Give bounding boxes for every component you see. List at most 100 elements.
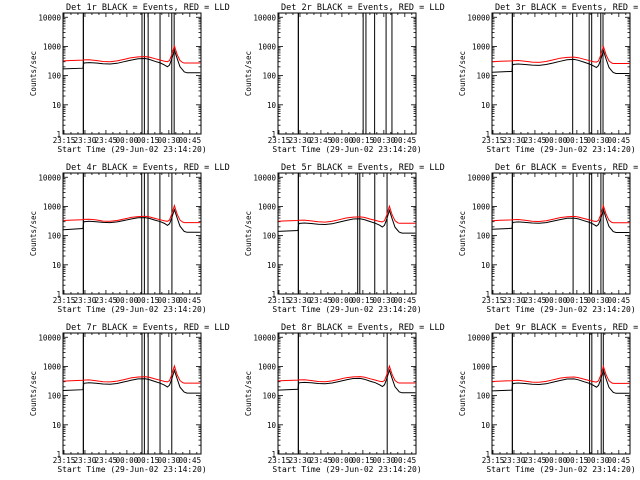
plot-frame bbox=[62, 172, 202, 295]
x-tick-label: 23:15 bbox=[268, 296, 291, 305]
y-tick-label: 100 bbox=[476, 232, 490, 241]
x-tick-label: 23:45 bbox=[95, 296, 118, 305]
x-tick-label: 00:15 bbox=[352, 456, 375, 465]
y-tick-label: 10000 bbox=[467, 173, 490, 182]
y-axis-label: Counts/sec bbox=[29, 211, 38, 256]
x-tick-label: 23:45 bbox=[524, 136, 547, 145]
plot-frame bbox=[277, 332, 417, 455]
y-axis-label: Counts/sec bbox=[244, 211, 253, 256]
y-tick-label: 100 bbox=[47, 232, 61, 241]
x-tick-label: 00:15 bbox=[137, 456, 160, 465]
series-events-line bbox=[278, 368, 416, 394]
plot-frame bbox=[491, 332, 631, 455]
x-tick-label: 00:30 bbox=[587, 136, 610, 145]
x-axis-label: Start Time (29-Jun-02 23:14:20) bbox=[486, 145, 635, 154]
panel-title: Det 3r BLACK = Events, RED = LLD bbox=[495, 3, 640, 13]
panel-title: Det 8r BLACK = Events, RED = LLD bbox=[281, 323, 445, 333]
x-tick-label: 23:15 bbox=[482, 456, 505, 465]
x-tick-label: 00:00 bbox=[116, 296, 139, 305]
x-tick-label: 00:45 bbox=[179, 136, 202, 145]
x-tick-label: 23:15 bbox=[482, 296, 505, 305]
x-tick-label: 00:30 bbox=[373, 296, 396, 305]
x-tick-label: 23:45 bbox=[310, 456, 333, 465]
x-tick-label: 23:30 bbox=[289, 136, 312, 145]
y-tick-label: 10 bbox=[52, 101, 62, 110]
plot-frame bbox=[277, 172, 417, 295]
x-tick-label: 00:30 bbox=[158, 296, 181, 305]
y-axis-label: Counts/sec bbox=[458, 51, 467, 96]
x-tick-label: 23:15 bbox=[482, 136, 505, 145]
detector-panel-1: Det 1r BLACK = Events, RED = LLD10000100… bbox=[29, 3, 230, 154]
panel-title: Det 7r BLACK = Events, RED = LLD bbox=[66, 323, 230, 333]
y-tick-label: 1 bbox=[485, 290, 490, 299]
y-tick-label: 1 bbox=[271, 130, 276, 139]
y-tick-label: 1000 bbox=[43, 42, 62, 51]
y-tick-label: 1 bbox=[56, 450, 61, 459]
series-events-line bbox=[63, 48, 201, 74]
x-tick-label: 23:15 bbox=[53, 136, 76, 145]
x-tick-label: 00:00 bbox=[116, 456, 139, 465]
detector-panel-8: Det 8r BLACK = Events, RED = LLD 10000 100… bbox=[244, 323, 445, 474]
y-axis-label: Counts/sec bbox=[458, 371, 467, 416]
y-axis-label: Counts/sec bbox=[29, 371, 38, 416]
x-tick-label: 00:30 bbox=[158, 456, 181, 465]
x-tick-label: 00:15 bbox=[352, 136, 375, 145]
x-tick-label: 00:30 bbox=[373, 456, 396, 465]
y-tick-label: 10 bbox=[52, 261, 62, 270]
y-tick-label: 10 bbox=[481, 261, 491, 270]
x-tick-label: 00:15 bbox=[566, 456, 589, 465]
y-tick-label: 100 bbox=[262, 392, 276, 401]
panel-title: Det 6r BLACK = Events, RED = LLD bbox=[495, 163, 640, 173]
y-tick-label: 1000 bbox=[472, 42, 491, 51]
y-tick-label: 100 bbox=[47, 72, 61, 81]
y-axis-label: Counts/sec bbox=[458, 211, 467, 256]
y-tick-label: 10 bbox=[267, 261, 277, 270]
y-tick-label: 10000 bbox=[467, 13, 490, 22]
x-tick-label: 23:30 bbox=[503, 136, 526, 145]
plot-frame bbox=[491, 172, 631, 295]
x-tick-label: 00:00 bbox=[331, 136, 354, 145]
x-tick-label: 23:30 bbox=[289, 456, 312, 465]
x-axis-label: Start Time (29-Jun-02 23:14:20) bbox=[57, 465, 206, 474]
x-axis-label: Start Time (29-Jun-02 23:14:20) bbox=[486, 305, 635, 314]
detector-panel-5: Det 5r BLACK = Events, RED = LLD10000100… bbox=[244, 163, 445, 314]
x-tick-label: 23:45 bbox=[524, 296, 547, 305]
x-tick-label: 00:15 bbox=[137, 136, 160, 145]
y-tick-label: 10000 bbox=[253, 333, 276, 342]
x-tick-label: 23:15 bbox=[268, 456, 291, 465]
x-tick-label: 23:45 bbox=[310, 296, 333, 305]
y-tick-label: 1 bbox=[485, 130, 490, 139]
y-tick-label: 10000 bbox=[253, 173, 276, 182]
plot-frame bbox=[491, 12, 631, 135]
y-tick-label: 100 bbox=[47, 392, 61, 401]
panel-title: Det 9r BLACK = Events, RED = LLD bbox=[495, 323, 640, 333]
y-tick-label: 1 bbox=[56, 290, 61, 299]
y-tick-label: 100 bbox=[476, 392, 490, 401]
series-events-line bbox=[63, 368, 201, 394]
detector-panel-4: Det 4r BLACK = Events, RED = LLD10000100… bbox=[29, 163, 230, 314]
x-tick-label: 00:45 bbox=[608, 456, 631, 465]
y-tick-label: 1000 bbox=[43, 362, 62, 371]
x-tick-label: 00:45 bbox=[608, 136, 631, 145]
panel-title: Det 1r BLACK = Events, RED = LLD bbox=[66, 3, 230, 13]
detector-panel-2: Det 2r BLACK = Events, RED = LLD10000100… bbox=[244, 3, 445, 154]
plot-frame bbox=[62, 12, 202, 135]
x-tick-label: 00:15 bbox=[566, 136, 589, 145]
x-tick-label: 23:30 bbox=[74, 136, 97, 145]
x-tick-label: 00:15 bbox=[566, 296, 589, 305]
series-events-line bbox=[492, 208, 630, 233]
series-lld-line bbox=[63, 203, 201, 224]
x-tick-label: 00:00 bbox=[116, 136, 139, 145]
x-tick-label: 00:00 bbox=[545, 296, 568, 305]
x-tick-label: 23:45 bbox=[524, 456, 547, 465]
y-axis-label: Counts/sec bbox=[244, 371, 253, 416]
y-axis-label: Counts/sec bbox=[29, 51, 38, 96]
y-tick-label: 100 bbox=[476, 72, 490, 81]
series-lld-line bbox=[63, 364, 201, 384]
x-tick-label: 00:15 bbox=[352, 296, 375, 305]
y-tick-label: 10 bbox=[481, 101, 491, 110]
y-tick-label: 1000 bbox=[258, 202, 277, 211]
x-tick-label: 00:30 bbox=[158, 136, 181, 145]
x-tick-label: 23:15 bbox=[53, 456, 76, 465]
